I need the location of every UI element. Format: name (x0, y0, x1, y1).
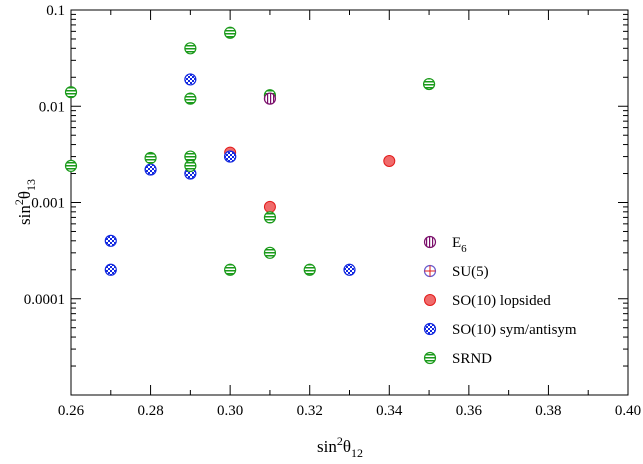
x-tick-label: 0.30 (217, 403, 243, 419)
legend-label-su-5: SU(5) (452, 264, 489, 280)
point-srnd (184, 92, 197, 105)
point-srnd (64, 86, 78, 99)
point-so-10-lopsided (383, 154, 396, 167)
x-tick-label: 0.40 (615, 403, 641, 419)
legend-marker-so-10-lopsided (424, 294, 436, 306)
x-axis-label: sin2θ12 (317, 434, 363, 460)
x-tick-label: 0.36 (456, 403, 483, 419)
x-tick-label: 0.34 (376, 403, 403, 419)
legend-label-so-10-lopsided: SO(10) lopsided (452, 293, 551, 309)
point-so-10-sym-antisym (144, 163, 157, 176)
point-so-10-sym-antisym (104, 234, 117, 247)
y-axis-ticks: 0.1 0.01 0.001 0.0001 (24, 3, 628, 396)
point-so-10-sym-antisym (184, 73, 197, 86)
legend-label-so-10-sym-antisym: SO(10) sym/antisym (452, 322, 577, 338)
point-so-10-sym-antisym (224, 150, 237, 163)
legend-marker-su-5 (423, 264, 437, 278)
point-srnd (224, 263, 237, 276)
y-tick-label: 0.0001 (24, 292, 65, 308)
y-tick-label: 0.1 (46, 3, 65, 19)
legend: E6 SU(5) SO(10) lopsided SO(10) sym/antisym… (423, 235, 577, 367)
legend-label-srnd: SRND (452, 351, 492, 367)
legend-marker-e6 (423, 235, 437, 249)
x-tick-label: 0.38 (535, 403, 561, 419)
data-points (64, 26, 436, 276)
legend-marker-srnd (423, 351, 437, 365)
point-srnd (184, 159, 197, 173)
x-axis-ticks: 0.26 0.28 0.30 0.32 0.34 0.36 0.38 0.40 (58, 10, 641, 419)
x-tick-label: 0.26 (58, 403, 85, 419)
point-srnd (144, 151, 157, 165)
point-srnd (184, 42, 197, 55)
x-tick-label: 0.32 (297, 403, 323, 419)
legend-label-e6: E6 (452, 235, 467, 255)
point-srnd (224, 26, 237, 39)
point-srnd (422, 77, 436, 91)
point-so-10-sym-antisym (104, 263, 117, 276)
y-tick-label: 0.01 (39, 99, 65, 115)
point-so-10-sym-antisym (343, 263, 356, 276)
point-srnd (263, 246, 277, 259)
legend-marker-so-10-sym-antisym (423, 322, 437, 336)
point-e6 (263, 92, 277, 105)
point-so-10-lopsided (263, 200, 276, 213)
x-tick-label: 0.28 (137, 403, 163, 419)
point-srnd (263, 211, 277, 224)
y-tick-label: 0.001 (31, 196, 65, 212)
point-srnd (303, 263, 316, 276)
point-srnd (64, 159, 78, 173)
